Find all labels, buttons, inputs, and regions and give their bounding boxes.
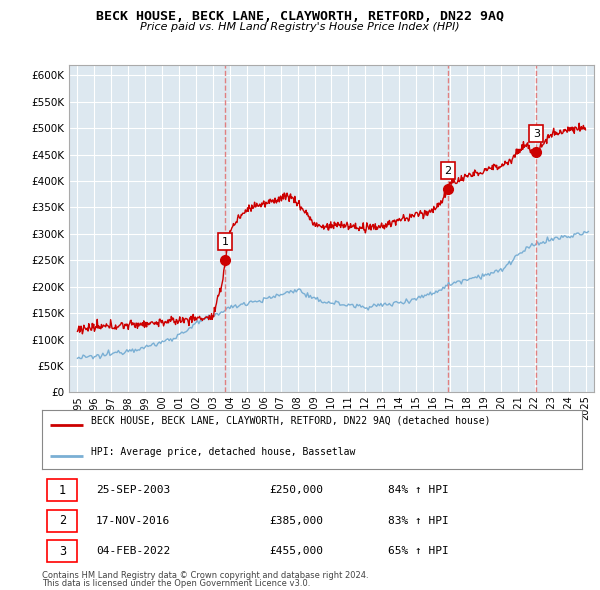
Text: 17-NOV-2016: 17-NOV-2016: [96, 516, 170, 526]
Text: 3: 3: [533, 129, 540, 139]
Text: This data is licensed under the Open Government Licence v3.0.: This data is licensed under the Open Gov…: [42, 579, 310, 588]
FancyBboxPatch shape: [47, 510, 77, 532]
Text: 83% ↑ HPI: 83% ↑ HPI: [388, 516, 448, 526]
Text: Price paid vs. HM Land Registry's House Price Index (HPI): Price paid vs. HM Land Registry's House …: [140, 22, 460, 32]
Text: 65% ↑ HPI: 65% ↑ HPI: [388, 546, 448, 556]
Text: 3: 3: [59, 545, 66, 558]
Text: BECK HOUSE, BECK LANE, CLAYWORTH, RETFORD, DN22 9AQ: BECK HOUSE, BECK LANE, CLAYWORTH, RETFOR…: [96, 10, 504, 23]
Text: £385,000: £385,000: [269, 516, 323, 526]
Text: 84% ↑ HPI: 84% ↑ HPI: [388, 485, 448, 495]
Text: £455,000: £455,000: [269, 546, 323, 556]
Text: 25-SEP-2003: 25-SEP-2003: [96, 485, 170, 495]
Text: 2: 2: [445, 166, 452, 176]
FancyBboxPatch shape: [47, 540, 77, 562]
Text: HPI: Average price, detached house, Bassetlaw: HPI: Average price, detached house, Bass…: [91, 447, 355, 457]
Text: £250,000: £250,000: [269, 485, 323, 495]
Text: BECK HOUSE, BECK LANE, CLAYWORTH, RETFORD, DN22 9AQ (detached house): BECK HOUSE, BECK LANE, CLAYWORTH, RETFOR…: [91, 416, 490, 426]
Text: Contains HM Land Registry data © Crown copyright and database right 2024.: Contains HM Land Registry data © Crown c…: [42, 571, 368, 579]
FancyBboxPatch shape: [47, 479, 77, 501]
Text: 04-FEB-2022: 04-FEB-2022: [96, 546, 170, 556]
Text: 1: 1: [222, 237, 229, 247]
Text: 2: 2: [59, 514, 66, 527]
Text: 1: 1: [59, 484, 66, 497]
